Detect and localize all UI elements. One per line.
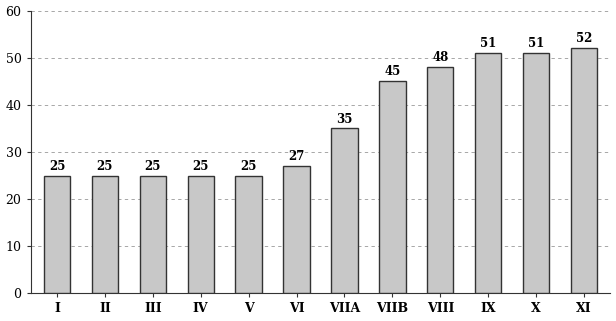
Bar [92,176,118,293]
Bar [283,166,310,293]
Text: 51: 51 [528,37,545,50]
Text: 52: 52 [576,32,592,46]
Text: 25: 25 [97,160,113,173]
Bar [379,81,405,293]
Text: 27: 27 [288,150,305,163]
Bar [523,53,549,293]
Bar [44,176,70,293]
Text: 48: 48 [432,51,448,64]
Text: 45: 45 [384,65,400,78]
Text: 35: 35 [336,113,353,126]
Bar [331,128,358,293]
Bar [187,176,214,293]
Text: 25: 25 [49,160,65,173]
Text: 25: 25 [193,160,209,173]
Text: 25: 25 [240,160,257,173]
Bar [235,176,262,293]
Bar [475,53,501,293]
Text: 51: 51 [480,37,496,50]
Bar [140,176,166,293]
Bar [427,67,453,293]
Bar [571,48,598,293]
Text: 25: 25 [145,160,161,173]
